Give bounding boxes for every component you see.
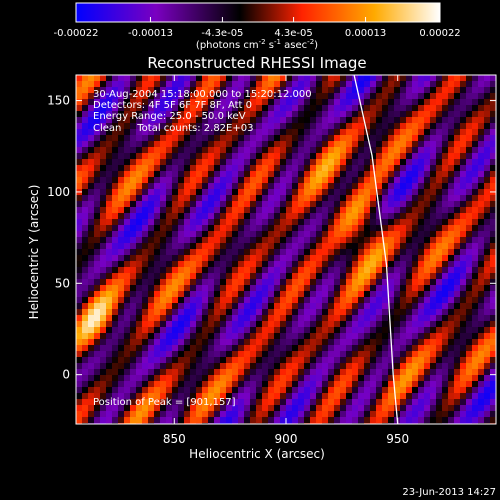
y-tick-label: 150 [47, 94, 70, 108]
annotation-peak-position: Position of Peak = [901,157] [93, 397, 236, 408]
solar-limb-curve [353, 75, 399, 424]
x-tick-label: 850 [163, 432, 186, 446]
x-tick-label: 900 [275, 432, 298, 446]
image-area [76, 75, 496, 424]
annotation-clean: Clean Total counts: 2.82E+03 [93, 123, 253, 134]
annotation-detectors: Detectors: 4F 5F 6F 7F 8F, Att 0 [93, 100, 252, 111]
annotation-time: 30-Aug-2004 15:18:00.000 to 15:20:12.000 [93, 89, 312, 100]
colorbar-tick-label: -0.00022 [54, 28, 99, 39]
colorbar [75, 2, 441, 23]
annotation-energy: Energy Range: 25.0 - 50.0 keV [93, 111, 246, 122]
axis-ticks: 850 900 950 0 50 100 150 [47, 75, 496, 446]
colorbar-tick-label: 4.3e-05 [274, 28, 312, 39]
x-axis-label: Heliocentric X (arcsec) [189, 447, 325, 461]
y-axis-label: Heliocentric Y (arcsec) [27, 185, 41, 320]
colorbar-tick-label: -4.3e-05 [201, 28, 243, 39]
emission-pattern [76, 75, 496, 424]
colorbar-tick-label: -0.00013 [128, 28, 173, 39]
footer-timestamp: 23-Jun-2013 14:27 [402, 487, 496, 498]
colorbar-tick-label: 0.00013 [345, 28, 386, 39]
y-tick-label: 0 [62, 368, 70, 382]
colorbar-unit-label: (photons cm-2 s-1 asec-2) [196, 38, 318, 51]
x-tick-label: 950 [386, 432, 409, 446]
colorbar-ticks: -0.00022 -0.00013 -4.3e-05 4.3e-05 0.00013 0.… [54, 17, 461, 39]
colorbar-tick-label: 0.00022 [419, 28, 460, 39]
y-tick-label: 100 [47, 185, 70, 199]
y-tick-label: 50 [55, 276, 70, 290]
chart-title: Reconstructed RHESSI Image [147, 54, 366, 72]
annotation-block: 30-Aug-2004 15:18:00.000 to 15:20:12.000… [93, 89, 312, 408]
